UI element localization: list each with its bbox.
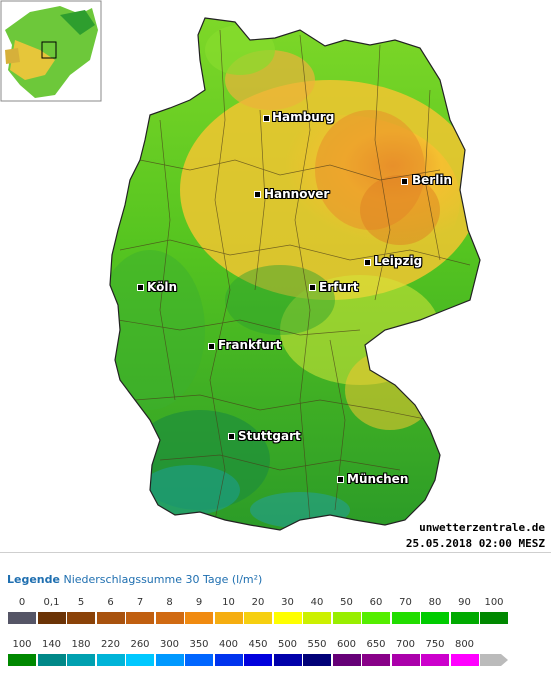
legend-swatch <box>96 654 125 666</box>
legend-swatch <box>8 654 36 666</box>
legend-swatch <box>155 654 184 666</box>
legend-label: 0 <box>18 597 26 608</box>
legend-label: 40 <box>310 597 324 608</box>
legend-swatch <box>391 654 420 666</box>
legend-swatch <box>421 654 449 666</box>
legend-unit: (l/m²) <box>231 573 263 586</box>
legend-label: 500 <box>277 639 298 650</box>
city-label-stuttgart: Stuttgart <box>238 429 301 443</box>
legend-label: 400 <box>218 639 239 650</box>
legend-label: 30 <box>281 597 294 608</box>
city-label-erfurt: Erfurt <box>319 280 359 294</box>
legend-label: 300 <box>159 639 180 650</box>
legend-subtitle: Niederschlagssumme 30 Tage <box>63 573 229 586</box>
legend-label: 5 <box>77 597 85 608</box>
legend-swatch <box>214 612 243 624</box>
legend-swatch <box>96 612 125 624</box>
legend-swatch <box>67 654 95 666</box>
legend-label: 550 <box>307 639 327 650</box>
city-label-leipzig: Leipzig <box>374 254 423 268</box>
city-dot-erfurt <box>309 284 316 291</box>
city-label-berlin: Berlin <box>412 173 452 187</box>
legend-label: 220 <box>100 639 121 650</box>
legend-swatch <box>362 612 390 624</box>
credit-text: unwetterzentrale.de <box>419 521 545 534</box>
europe-inset <box>0 0 102 102</box>
legend-label: 800 <box>454 639 475 650</box>
legend-swatch <box>126 654 154 666</box>
city-label-koeln: Köln <box>147 280 177 294</box>
city-label-hannover: Hannover <box>264 187 330 201</box>
legend-label: 20 <box>251 597 265 608</box>
legend-swatch <box>244 612 272 624</box>
city-dot-berlin <box>401 178 408 185</box>
legend-swatch <box>273 612 302 624</box>
legend-swatch <box>67 612 95 624</box>
legend-label: 350 <box>189 639 209 650</box>
legend-label: 50 <box>340 597 353 608</box>
city-dot-hamburg <box>263 115 270 122</box>
germany-border <box>109 17 481 531</box>
legend-swatch <box>303 612 331 624</box>
city-label-hamburg: Hamburg <box>272 110 335 124</box>
legend-swatch <box>273 654 302 666</box>
legend-swatch <box>126 612 154 624</box>
legend-swatch <box>244 654 272 666</box>
legend-label: 450 <box>248 639 268 650</box>
legend-swatch <box>37 654 66 666</box>
legend-swatch <box>450 612 479 624</box>
legend-swatch <box>332 612 361 624</box>
legend-swatch <box>332 654 361 666</box>
city-dot-stuttgart <box>228 433 235 440</box>
city-dot-muenchen <box>337 476 344 483</box>
legend-swatch <box>214 654 243 666</box>
legend-label: 650 <box>366 639 386 650</box>
legend-label: 750 <box>425 639 445 650</box>
legend-label: 100 <box>12 639 32 650</box>
legend-label: 140 <box>41 639 62 650</box>
legend-label: 7 <box>136 597 144 608</box>
legend-label: 700 <box>395 639 416 650</box>
legend-swatch <box>303 654 331 666</box>
legend-swatch <box>480 612 508 624</box>
precipitation-map: Hamburg Hannover Berlin Leipzig Köln Erf… <box>0 0 545 550</box>
city-label-frankfurt: Frankfurt <box>218 338 282 352</box>
city-dot-koeln <box>137 284 144 291</box>
legend-label: 70 <box>399 597 412 608</box>
legend-label: 100 <box>484 597 504 608</box>
legend-label: 9 <box>195 597 203 608</box>
legend-label: 80 <box>428 597 442 608</box>
legend-label: 260 <box>130 639 150 650</box>
legend-swatch <box>362 654 390 666</box>
legend-swatch <box>8 612 36 624</box>
city-label-muenchen: München <box>347 472 409 486</box>
legend-swatch <box>37 612 66 624</box>
legend-swatch <box>450 654 479 666</box>
legend-label: 8 <box>166 597 173 608</box>
legend-swatch <box>185 654 213 666</box>
legend-heading: Legende <box>7 573 60 586</box>
legend-label: 60 <box>369 597 383 608</box>
legend-swatch <box>391 612 420 624</box>
city-dot-frankfurt <box>208 343 215 350</box>
germany-region <box>110 18 480 530</box>
city-dot-hannover <box>254 191 261 198</box>
legend-label: 0,1 <box>43 597 60 608</box>
legend-label: 600 <box>336 639 357 650</box>
timestamp: 25.05.2018 02:00 MESZ <box>405 537 545 550</box>
legend-swatch <box>421 612 449 624</box>
legend-label: 10 <box>222 597 235 608</box>
map-graphic <box>0 0 481 531</box>
legend-label: 6 <box>107 597 114 608</box>
legend-label: 180 <box>71 639 91 650</box>
legend: Legende Niederschlagssumme 30 Tage (l/m²… <box>0 552 551 683</box>
legend-swatch <box>155 612 184 624</box>
legend-title: Legende Niederschlagssumme 30 Tage (l/m²… <box>7 573 262 586</box>
legend-swatch <box>480 654 508 666</box>
legend-swatch <box>185 612 213 624</box>
city-dot-leipzig <box>364 259 371 266</box>
legend-label: 90 <box>458 597 471 608</box>
